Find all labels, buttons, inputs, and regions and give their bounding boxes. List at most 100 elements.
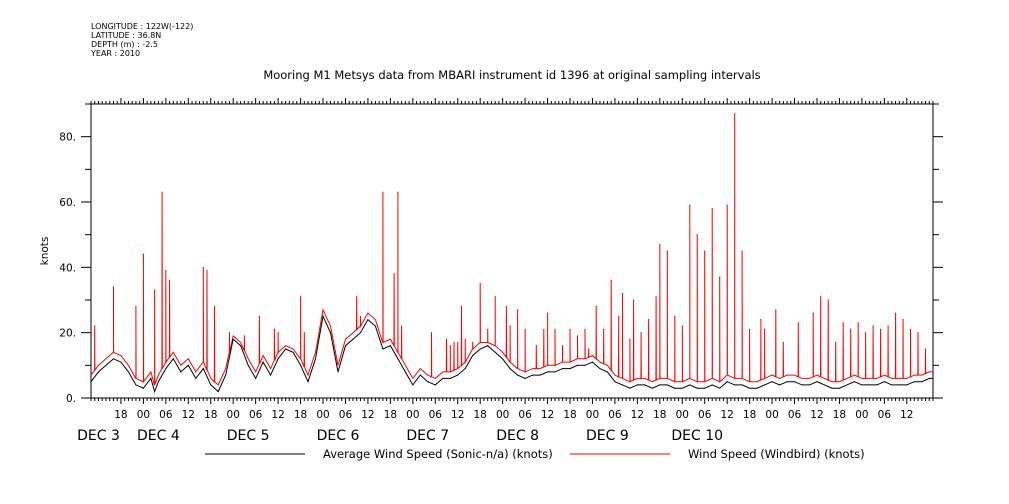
average-wind-point <box>524 377 526 379</box>
windbird-spike-point <box>655 296 657 298</box>
x-day-label: DEC 8 <box>496 428 539 444</box>
windbird-spike-point <box>696 234 698 236</box>
windbird-spike-point <box>902 319 904 321</box>
windbird-spike-point <box>430 332 433 334</box>
average-wind-point <box>636 384 638 386</box>
average-wind-point <box>539 374 541 376</box>
average-wind-point <box>172 358 174 360</box>
plot-frame <box>90 103 934 399</box>
y-tick-label: 80. <box>59 132 76 144</box>
average-wind-point <box>719 387 721 389</box>
windbird-spike-point <box>228 332 231 334</box>
average-wind-point <box>621 384 623 386</box>
y-tick-label: 20. <box>59 328 76 340</box>
x-hour-label: 06 <box>788 409 802 421</box>
series-line-average-wind <box>90 314 933 394</box>
x-hour-label: 00 <box>496 409 509 421</box>
header-info: LONGITUDE : 122W(-122) LATITUDE : 36.8N … <box>90 22 193 58</box>
windbird-spike-point <box>206 270 208 272</box>
longitude-label: LONGITUDE : 122W(-122) <box>91 22 193 31</box>
windbird-spike-point <box>524 328 526 330</box>
average-wind-point <box>300 364 302 366</box>
average-wind-point <box>779 384 781 386</box>
windbird-spike-point <box>764 328 766 330</box>
windbird-spike-point <box>393 273 395 275</box>
x-hour-label: 18 <box>653 409 666 421</box>
average-wind-point <box>861 384 863 386</box>
average-wind-point <box>928 377 930 379</box>
windbird-spike-point <box>775 309 777 311</box>
windbird-spike-point <box>569 328 571 330</box>
windbird-spike-point <box>460 305 463 308</box>
windbird-spike-point <box>872 325 874 327</box>
average-wind-point <box>135 384 137 386</box>
average-wind-point <box>352 338 354 340</box>
average-wind-point <box>809 384 811 386</box>
average-wind-point <box>913 381 915 383</box>
legend-label-average-wind: Average Wind Speed (Sonic-n/a) (knots) <box>323 447 553 461</box>
windbird-spike-point <box>202 266 204 268</box>
x-day-label: DEC 9 <box>586 428 629 444</box>
windbird-spike-point <box>820 296 822 298</box>
windbird-spike-point <box>782 341 784 344</box>
windbird-spike-point <box>797 322 799 324</box>
average-wind-point <box>180 371 182 373</box>
average-wind-point <box>932 377 934 379</box>
average-wind-point <box>666 384 668 386</box>
windbird-spike-point <box>561 345 564 347</box>
windbird-spike-point <box>633 299 635 301</box>
average-wind-point <box>659 384 661 386</box>
y-tick-label: 60. <box>59 197 76 209</box>
windbird-spike-point <box>629 338 631 340</box>
windbird-spike-point <box>666 250 668 252</box>
average-wind-point <box>906 384 908 386</box>
x-hour-label: 12 <box>271 409 284 421</box>
windbird-spike-point <box>760 319 762 321</box>
average-wind-point <box>547 371 549 373</box>
depth-label: DEPTH (m) : -2.5 <box>91 40 158 49</box>
average-wind-point <box>741 384 743 386</box>
average-wind-point <box>509 368 511 370</box>
x-day-label: DEC 5 <box>227 428 270 444</box>
x-hour-label: 00 <box>765 409 778 421</box>
windbird-spike-point <box>303 332 305 334</box>
windbird-spike-point <box>749 328 751 330</box>
average-wind-point <box>202 368 204 370</box>
average-wind-point <box>442 377 444 379</box>
average-wind-point <box>165 368 167 370</box>
windbird-spike-point <box>924 348 927 350</box>
average-wind-point <box>404 371 406 373</box>
average-wind-point <box>846 384 848 386</box>
average-wind-point <box>517 374 519 376</box>
x-day-label: DEC 3 <box>77 428 120 444</box>
windbird-spike-point <box>168 279 171 281</box>
windbird-spike-point <box>472 341 474 344</box>
average-wind-point <box>576 364 578 366</box>
windbird-spike-point <box>812 312 814 314</box>
average-wind-point <box>97 371 99 373</box>
windbird-spike-point <box>165 270 167 272</box>
windbird-spike-point <box>857 322 859 324</box>
x-hour-label: 12 <box>541 409 554 421</box>
average-wind-point <box>614 381 616 383</box>
average-wind-point <box>247 364 249 366</box>
windbird-spike-point <box>576 335 579 337</box>
average-wind-point <box>689 384 691 386</box>
windbird-spike-point <box>449 345 451 347</box>
average-wind-point <box>606 371 608 373</box>
average-wind-point <box>816 381 818 383</box>
average-wind-point <box>112 358 114 360</box>
windbird-spike-point <box>509 325 511 327</box>
average-wind-point <box>359 332 361 334</box>
windbird-spike-point <box>135 305 137 308</box>
average-wind-point <box>187 364 189 366</box>
average-wind-point <box>487 345 489 347</box>
windbird-spike-point <box>401 325 403 327</box>
windbird-spike-point <box>273 328 275 330</box>
average-wind-point <box>277 358 279 360</box>
x-hour-label: 12 <box>631 409 644 421</box>
x-hour-label: 00 <box>227 409 240 421</box>
windbird-spike-point <box>535 345 537 347</box>
series-layer <box>90 113 934 394</box>
average-wind-point <box>696 387 698 389</box>
